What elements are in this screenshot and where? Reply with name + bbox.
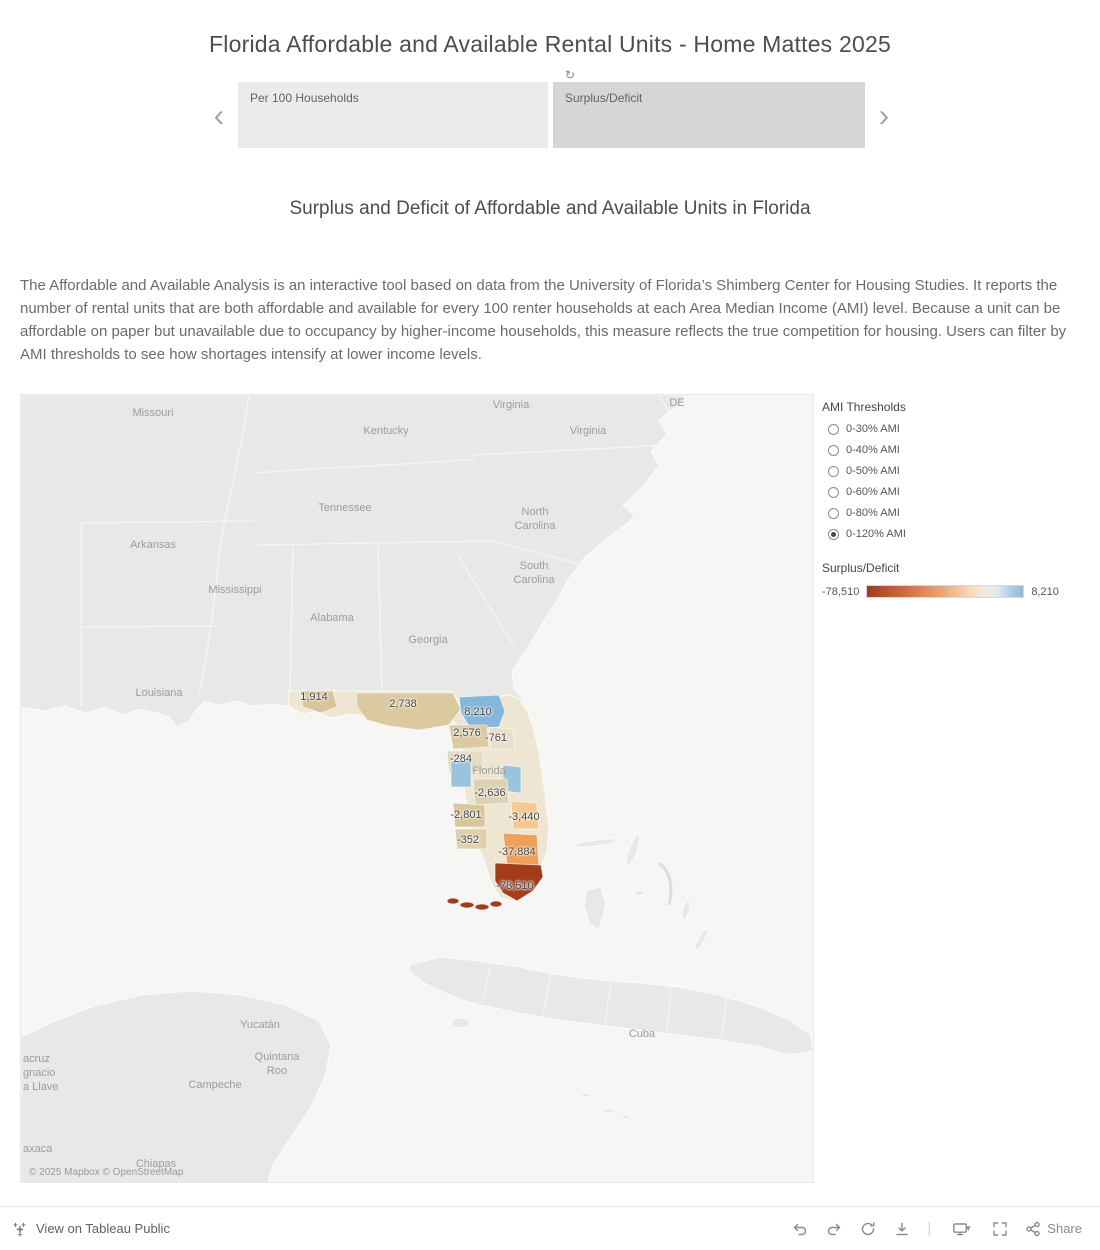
ami-thresholds-title: AMI Thresholds bbox=[822, 400, 906, 415]
map-region[interactable] bbox=[452, 802, 486, 828]
radio-icon-selected bbox=[828, 528, 839, 540]
landmass-usa bbox=[21, 395, 682, 902]
map-region-keys[interactable] bbox=[446, 898, 460, 905]
page-title: Florida Affordable and Available Rental … bbox=[209, 31, 891, 58]
legend-max-value: 8,210 bbox=[1031, 585, 1059, 598]
radio-label: 0-80% AMI bbox=[846, 507, 900, 520]
redo-icon bbox=[828, 1223, 841, 1236]
share-button[interactable]: Share bbox=[1019, 1217, 1088, 1241]
legend-gradient bbox=[866, 585, 1025, 599]
radio-label: 0-60% AMI bbox=[846, 486, 900, 499]
view-on-tableau-public-link[interactable]: View on Tableau Public bbox=[12, 1221, 170, 1237]
map-region[interactable] bbox=[472, 779, 510, 806]
radio-icon bbox=[828, 444, 839, 456]
fullscreen-icon bbox=[993, 1222, 1007, 1236]
radio-option-0-30-ami[interactable]: 0-30% AMI bbox=[828, 423, 1080, 435]
reset-button[interactable] bbox=[853, 1215, 883, 1243]
download-icon bbox=[896, 1222, 909, 1236]
device-layout-button[interactable]: ▾ bbox=[941, 1215, 981, 1243]
color-legend: -78,510 8,210 bbox=[822, 585, 1080, 599]
map-region-keys[interactable] bbox=[489, 901, 503, 908]
map-region[interactable] bbox=[355, 693, 462, 731]
filter-panel: AMI Thresholds 0-30% AMI 0-40% AMI 0-50%… bbox=[822, 394, 1080, 1183]
radio-icon bbox=[828, 486, 839, 498]
tableau-toolbar: View on Tableau Public bbox=[0, 1206, 1100, 1250]
caret-down-icon: ▾ bbox=[966, 1223, 971, 1234]
content: Missouri Kentucky Virginia Virginia Tenn… bbox=[20, 394, 1080, 1184]
tab-label: Surplus/Deficit bbox=[565, 91, 643, 106]
radio-label: 0-50% AMI bbox=[846, 465, 900, 478]
radio-option-0-80-ami[interactable]: 0-80% AMI bbox=[828, 507, 1080, 519]
state-borders bbox=[80, 395, 670, 708]
map-region[interactable] bbox=[448, 725, 490, 750]
radio-label: 0-40% AMI bbox=[846, 444, 900, 457]
undo-icon bbox=[794, 1223, 807, 1236]
legend-min-value: -78,510 bbox=[822, 585, 860, 598]
radio-option-0-60-ami[interactable]: 0-60% AMI bbox=[828, 486, 1080, 498]
map-region[interactable] bbox=[454, 829, 488, 850]
undo-button[interactable] bbox=[785, 1215, 815, 1243]
map-region-keys[interactable] bbox=[474, 904, 490, 911]
tab-surplus-deficit[interactable]: ↻ Surplus/Deficit bbox=[553, 68, 865, 149]
landmass-cuba bbox=[408, 956, 813, 1056]
chevron-right-icon[interactable]: › bbox=[878, 97, 890, 134]
landmass-bahamas bbox=[573, 834, 709, 1120]
map-canvas[interactable]: Missouri Kentucky Virginia Virginia Tenn… bbox=[20, 394, 814, 1184]
radio-option-0-40-ami[interactable]: 0-40% AMI bbox=[828, 444, 1080, 456]
map-region[interactable] bbox=[458, 694, 506, 730]
toolbar-divider: | bbox=[927, 1220, 932, 1238]
tab-label: Per 100 Households bbox=[250, 91, 359, 106]
view-on-tableau-public-label: View on Tableau Public bbox=[36, 1221, 170, 1237]
chevron-left-icon[interactable]: ‹ bbox=[213, 97, 225, 134]
radio-label: 0-120% AMI bbox=[846, 528, 906, 541]
map-region[interactable] bbox=[510, 800, 540, 830]
refresh-icon: ↻ bbox=[565, 68, 576, 83]
tab-per-100-households[interactable]: Per 100 Households bbox=[238, 82, 548, 149]
fullscreen-button[interactable] bbox=[985, 1215, 1015, 1243]
radio-icon bbox=[828, 465, 839, 477]
landmass-island bbox=[451, 1017, 471, 1029]
share-icon bbox=[1026, 1221, 1040, 1237]
radio-label: 0-30% AMI bbox=[846, 423, 900, 436]
map-region[interactable] bbox=[502, 832, 540, 866]
dashboard: Florida Affordable and Available Rental … bbox=[0, 15, 1100, 1250]
share-label: Share bbox=[1047, 1221, 1082, 1237]
map-region-keys[interactable] bbox=[459, 902, 475, 909]
legend-title: Surplus/Deficit bbox=[822, 561, 900, 576]
radio-icon bbox=[828, 423, 839, 435]
radio-option-0-120-ami[interactable]: 0-120% AMI bbox=[828, 528, 1080, 540]
sheet-title: Surplus and Deficit of Affordable and Av… bbox=[289, 198, 811, 220]
map-svg bbox=[21, 395, 813, 1183]
landmass-de bbox=[658, 395, 686, 413]
landmass-mexico bbox=[21, 990, 332, 1183]
redo-button[interactable] bbox=[819, 1215, 849, 1243]
map-attribution[interactable]: © 2025 Mapbox © OpenStreetMap bbox=[29, 1167, 184, 1179]
radio-icon bbox=[828, 507, 839, 519]
download-button[interactable] bbox=[887, 1215, 917, 1243]
florida-regions bbox=[299, 691, 544, 911]
map-region[interactable] bbox=[488, 726, 516, 750]
map-region[interactable] bbox=[450, 761, 472, 788]
map-region[interactable] bbox=[299, 691, 338, 714]
radio-option-0-50-ami[interactable]: 0-50% AMI bbox=[828, 465, 1080, 477]
map-region[interactable] bbox=[494, 862, 544, 902]
story-tabs: ‹ Per 100 Households ↻ Surplus/Deficit › bbox=[208, 68, 892, 150]
tableau-logo-icon bbox=[13, 1222, 26, 1237]
reset-icon bbox=[862, 1222, 875, 1236]
toolbar-actions: | ▾ Share bbox=[785, 1215, 1088, 1243]
description-text: The Affordable and Available Analysis is… bbox=[20, 277, 1067, 364]
cuba-borders bbox=[482, 962, 728, 1040]
